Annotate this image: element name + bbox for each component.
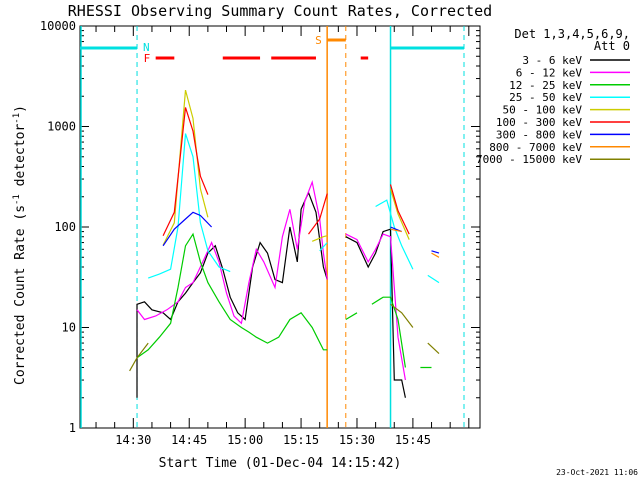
series-line-6	[162, 211, 440, 254]
legend-label: 3 - 6 keV	[522, 54, 582, 67]
series-line-1	[136, 179, 406, 381]
saa-flag-label: S	[315, 34, 322, 47]
x-tick-label: 15:00	[227, 433, 263, 447]
plot-frame	[79, 25, 481, 429]
legend-label: 300 - 800 keV	[496, 128, 582, 141]
series-line-3	[147, 133, 440, 284]
x-tick-label: 15:45	[395, 433, 431, 447]
legend-label: 7000 - 15000 keV	[476, 153, 582, 166]
flare-flag-label: F	[144, 52, 151, 65]
series-line-2	[136, 232, 432, 369]
y-tick-label: 10	[62, 321, 76, 335]
legend-label: 100 - 300 keV	[496, 116, 582, 129]
legend-label: 12 - 25 keV	[509, 79, 582, 92]
x-tick-label: 15:30	[339, 433, 375, 447]
series-line-8	[129, 303, 440, 372]
x-tick-label: 14:45	[171, 433, 207, 447]
night-flag-label: N	[143, 41, 150, 54]
x-tick-label: 15:15	[283, 433, 319, 447]
series-line-0	[136, 191, 406, 398]
y-tick-label: 1000	[47, 120, 76, 134]
legend-label: 50 - 100 keV	[503, 104, 583, 117]
y-tick-label: 100	[54, 220, 76, 234]
y-tick-label: 10000	[40, 19, 76, 33]
legend-label: 800 - 7000 keV	[489, 141, 582, 154]
x-tick-label: 14:30	[115, 433, 151, 447]
legend-header-att: Att 0	[594, 39, 630, 53]
legend-label: 6 - 12 keV	[516, 66, 583, 79]
legend-label: 25 - 50 keV	[509, 91, 582, 104]
plot-layer: 1 10 100 1000 10000 14:30 14:45 15:00 15:15 15:30…	[40, 19, 481, 447]
y-tick-label: 1	[69, 421, 76, 435]
legend-header: Det 1,3,4,5,6,9,	[514, 27, 630, 41]
y-axis-label: Corrected Count Rate (s-1 detector-1)	[12, 105, 28, 385]
series-line-7	[390, 228, 440, 258]
timestamp: 23-Oct-2021 11:06	[556, 468, 638, 477]
x-axis-label: Start Time (01-Dec-04 14:15:42)	[159, 456, 402, 471]
chart-title: RHESSI Observing Summary Count Rates, Co…	[68, 2, 492, 20]
